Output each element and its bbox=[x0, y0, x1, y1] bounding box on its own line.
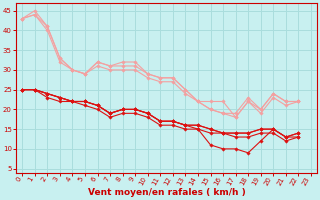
X-axis label: Vent moyen/en rafales ( km/h ): Vent moyen/en rafales ( km/h ) bbox=[88, 188, 245, 197]
